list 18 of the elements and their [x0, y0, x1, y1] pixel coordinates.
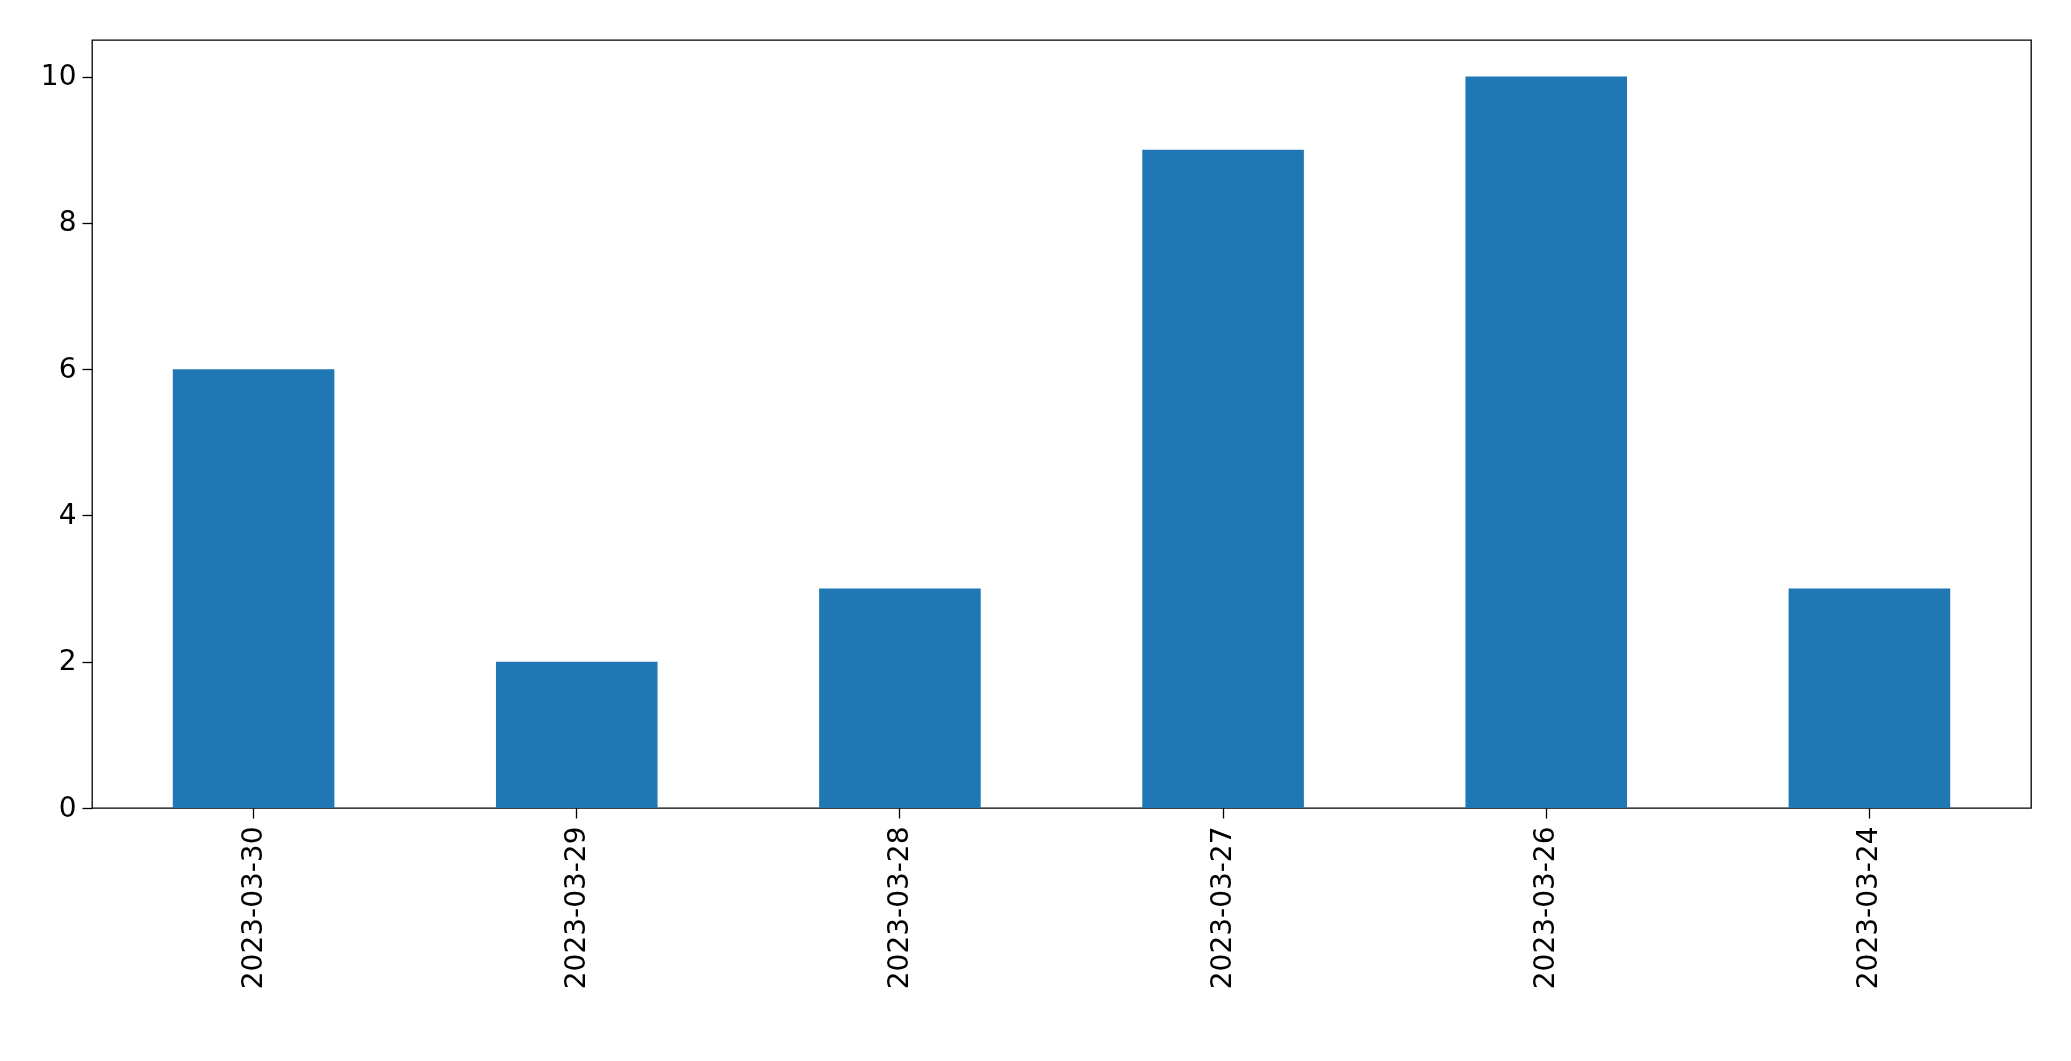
x-tick-label: 2023-03-26 [1528, 826, 1562, 990]
x-tick-label: 2023-03-24 [1851, 826, 1885, 990]
bar [1465, 76, 1628, 808]
bar [819, 588, 981, 808]
y-tick-label: 10 [40, 59, 77, 93]
y-tick-label: 8 [58, 205, 77, 239]
bar [1142, 149, 1304, 808]
y-tick-label: 6 [58, 351, 77, 385]
y-tick-label: 0 [58, 790, 77, 824]
y-tick-label: 4 [58, 497, 77, 531]
bar [1788, 588, 1951, 808]
x-tick-label: 2023-03-28 [881, 826, 915, 990]
x-tick-label: 2023-03-27 [1205, 826, 1239, 990]
x-tick-label: 2023-03-29 [558, 826, 592, 990]
x-tick-label: 2023-03-30 [235, 826, 269, 990]
bar [172, 369, 335, 808]
bar [495, 661, 658, 808]
y-tick-label: 2 [58, 644, 77, 678]
